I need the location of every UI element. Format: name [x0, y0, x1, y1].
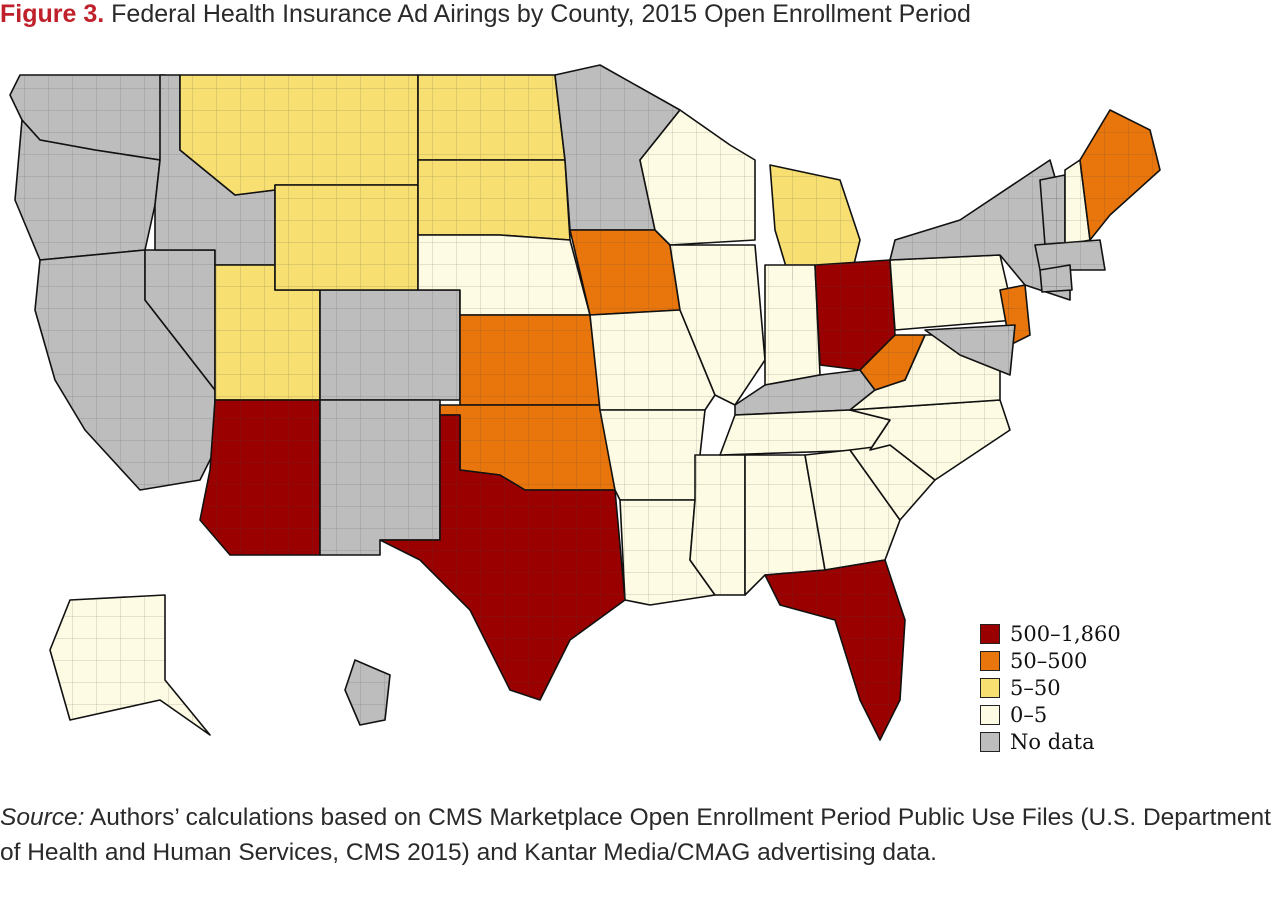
legend-swatch — [980, 650, 1000, 671]
state-iowa — [569, 229, 681, 316]
legend-label: No data — [1010, 729, 1095, 754]
state-arizona — [199, 399, 321, 556]
legend-swatch — [980, 623, 1000, 644]
legend-swatch — [980, 731, 1000, 752]
legend-label: 0–5 — [1010, 702, 1048, 727]
legend-item: 50–500 — [980, 647, 1121, 674]
map-legend: 500–1,860 50–500 5–50 0–5 No data — [980, 620, 1121, 755]
state-kansas — [459, 314, 601, 406]
state-new-mexico — [319, 399, 441, 556]
state-pennsylvania — [889, 254, 1016, 331]
legend-item: 500–1,860 — [980, 620, 1121, 647]
source-text: Authors’ calculations based on CMS Marke… — [0, 804, 1271, 866]
state-wyoming — [274, 184, 419, 291]
state-hawaii — [344, 659, 391, 726]
state-north-dakota — [417, 74, 566, 161]
legend-label: 5–50 — [1010, 675, 1061, 700]
figure-label: Figure 3. — [0, 0, 105, 28]
state-arkansas — [599, 409, 706, 501]
state-montana — [179, 74, 419, 196]
legend-item: 5–50 — [980, 674, 1121, 701]
state-vermont — [1039, 174, 1066, 246]
legend-swatch — [980, 704, 1000, 725]
legend-label: 50–500 — [1010, 648, 1088, 673]
state-connecticut — [1039, 264, 1073, 293]
legend-item: No data — [980, 728, 1121, 755]
state-maine — [1079, 109, 1161, 241]
state-florida — [764, 559, 906, 741]
state-indiana — [764, 264, 821, 386]
state-south-dakota — [417, 159, 571, 241]
state-colorado — [319, 289, 461, 401]
figure-title-text: Federal Health Insurance Ad Airings by C… — [111, 0, 971, 28]
state-alaska — [49, 594, 211, 736]
figure-title: Figure 3. Federal Health Insurance Ad Ai… — [0, 0, 971, 29]
legend-item: 0–5 — [980, 701, 1121, 728]
source-label: Source: — [0, 804, 85, 831]
legend-swatch — [980, 677, 1000, 698]
source-note: Source: Authors’ calculations based on C… — [0, 800, 1280, 870]
legend-label: 500–1,860 — [1010, 621, 1121, 646]
